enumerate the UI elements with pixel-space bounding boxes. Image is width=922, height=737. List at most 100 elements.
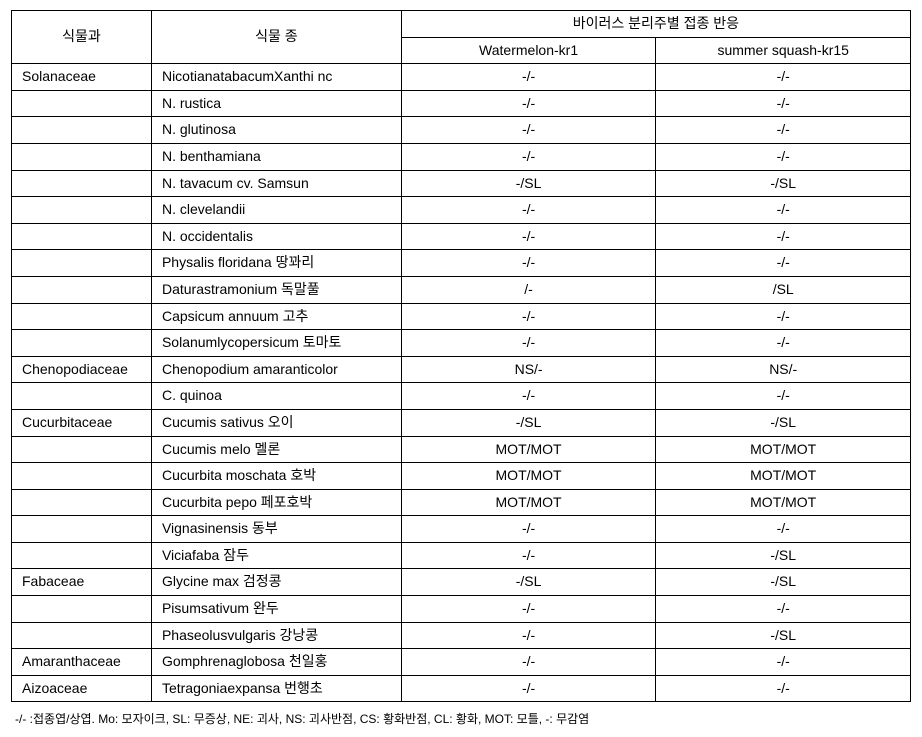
table-row: Daturastramonium 독말풀/-/SL — [12, 276, 911, 303]
header-reaction-col2: summer squash-kr15 — [656, 37, 911, 64]
footer-note: -/- :접종엽/상엽. Mo: 모자이크, SL: 무증상, NE: 괴사, … — [11, 710, 911, 727]
cell-reaction-1: -/- — [401, 649, 656, 676]
cell-family — [12, 303, 152, 330]
cell-reaction-1: -/- — [401, 223, 656, 250]
cell-reaction-1: -/- — [401, 516, 656, 543]
cell-species: Phaseolusvulgaris 강낭콩 — [151, 622, 401, 649]
cell-species: N. occidentalis — [151, 223, 401, 250]
cell-species: Glycine max 검정콩 — [151, 569, 401, 596]
cell-reaction-1: -/SL — [401, 170, 656, 197]
cell-reaction-2: MOT/MOT — [656, 436, 911, 463]
table-row: Cucumis melo 멜론MOT/MOTMOT/MOT — [12, 436, 911, 463]
cell-reaction-2: -/- — [656, 90, 911, 117]
cell-reaction-2: -/- — [656, 143, 911, 170]
cell-reaction-1: -/- — [401, 622, 656, 649]
table-row: N. rustica-/--/- — [12, 90, 911, 117]
header-reaction-group: 바이러스 분리주별 접종 반응 — [401, 11, 910, 38]
cell-reaction-2: -/- — [656, 516, 911, 543]
cell-reaction-1: NS/- — [401, 356, 656, 383]
table-row: N. glutinosa-/--/- — [12, 117, 911, 144]
cell-species: Pisumsativum 완두 — [151, 596, 401, 623]
table-row: FabaceaeGlycine max 검정콩-/SL-/SL — [12, 569, 911, 596]
table-row: AmaranthaceaeGomphrenaglobosa 천일홍-/--/- — [12, 649, 911, 676]
cell-species: Daturastramonium 독말풀 — [151, 276, 401, 303]
cell-reaction-2: -/- — [656, 197, 911, 224]
cell-reaction-2: -/- — [656, 250, 911, 277]
cell-family: Amaranthaceae — [12, 649, 152, 676]
cell-family: Cucurbitaceae — [12, 409, 152, 436]
table-row: Vignasinensis 동부-/--/- — [12, 516, 911, 543]
cell-reaction-2: -/SL — [656, 170, 911, 197]
cell-species: C. quinoa — [151, 383, 401, 410]
cell-family: Solanaceae — [12, 64, 152, 91]
cell-reaction-1: -/SL — [401, 569, 656, 596]
cell-species: Tetragoniaexpansa 번행초 — [151, 675, 401, 702]
table-row: CucurbitaceaeCucumis sativus 오이-/SL-/SL — [12, 409, 911, 436]
table-row: Pisumsativum 완두-/--/- — [12, 596, 911, 623]
cell-reaction-1: -/- — [401, 675, 656, 702]
cell-family — [12, 622, 152, 649]
table-row: Viciafaba 잠두-/--/SL — [12, 542, 911, 569]
cell-reaction-2: -/- — [656, 596, 911, 623]
table-row: AizoaceaeTetragoniaexpansa 번행초-/--/- — [12, 675, 911, 702]
cell-reaction-2: NS/- — [656, 356, 911, 383]
cell-species: Cucumis melo 멜론 — [151, 436, 401, 463]
cell-species: Chenopodium amaranticolor — [151, 356, 401, 383]
cell-reaction-2: -/- — [656, 117, 911, 144]
cell-family — [12, 117, 152, 144]
cell-reaction-1: MOT/MOT — [401, 436, 656, 463]
table-row: SolanaceaeNicotianatabacumXanthi nc-/--/… — [12, 64, 911, 91]
cell-family — [12, 383, 152, 410]
cell-reaction-1: MOT/MOT — [401, 489, 656, 516]
cell-family — [12, 250, 152, 277]
cell-reaction-1: -/- — [401, 143, 656, 170]
cell-species: Cucurbita moschata 호박 — [151, 463, 401, 490]
table-row: Phaseolusvulgaris 강낭콩-/--/SL — [12, 622, 911, 649]
table-row: N. occidentalis-/--/- — [12, 223, 911, 250]
cell-family — [12, 596, 152, 623]
cell-species: Vignasinensis 동부 — [151, 516, 401, 543]
cell-family — [12, 90, 152, 117]
table-row: N. benthamiana-/--/- — [12, 143, 911, 170]
virus-reaction-table: 식물과 식물 종 바이러스 분리주별 접종 반응 Watermelon-kr1 … — [11, 10, 911, 702]
cell-family — [12, 516, 152, 543]
cell-species: N. rustica — [151, 90, 401, 117]
header-reaction-col1: Watermelon-kr1 — [401, 37, 656, 64]
cell-species: N. glutinosa — [151, 117, 401, 144]
table-body: SolanaceaeNicotianatabacumXanthi nc-/--/… — [12, 64, 911, 702]
table-row: N. tavacum cv. Samsun-/SL-/SL — [12, 170, 911, 197]
cell-species: Physalis floridana 땅꽈리 — [151, 250, 401, 277]
cell-species: Gomphrenaglobosa 천일홍 — [151, 649, 401, 676]
table-row: N. clevelandii-/--/- — [12, 197, 911, 224]
cell-family — [12, 330, 152, 357]
header-species: 식물 종 — [151, 11, 401, 64]
cell-reaction-2: /SL — [656, 276, 911, 303]
cell-reaction-2: -/- — [656, 675, 911, 702]
cell-family — [12, 463, 152, 490]
cell-family — [12, 436, 152, 463]
cell-species: Solanumlycopersicum 토마토 — [151, 330, 401, 357]
cell-species: Cucurbita pepo 페포호박 — [151, 489, 401, 516]
cell-reaction-1: /- — [401, 276, 656, 303]
cell-reaction-2: MOT/MOT — [656, 489, 911, 516]
cell-family — [12, 276, 152, 303]
cell-species: Cucumis sativus 오이 — [151, 409, 401, 436]
cell-reaction-2: -/- — [656, 383, 911, 410]
table-row: ChenopodiaceaeChenopodium amaranticolorN… — [12, 356, 911, 383]
cell-reaction-2: -/SL — [656, 542, 911, 569]
cell-family: Aizoaceae — [12, 675, 152, 702]
cell-reaction-2: -/- — [656, 303, 911, 330]
cell-family — [12, 542, 152, 569]
cell-reaction-2: -/- — [656, 649, 911, 676]
cell-reaction-1: -/- — [401, 383, 656, 410]
cell-species: N. clevelandii — [151, 197, 401, 224]
cell-reaction-1: -/- — [401, 330, 656, 357]
cell-reaction-2: -/SL — [656, 569, 911, 596]
cell-family — [12, 489, 152, 516]
cell-family: Fabaceae — [12, 569, 152, 596]
cell-species: Capsicum annuum 고추 — [151, 303, 401, 330]
cell-species: Viciafaba 잠두 — [151, 542, 401, 569]
cell-family — [12, 223, 152, 250]
cell-reaction-2: -/- — [656, 330, 911, 357]
cell-reaction-1: -/- — [401, 90, 656, 117]
